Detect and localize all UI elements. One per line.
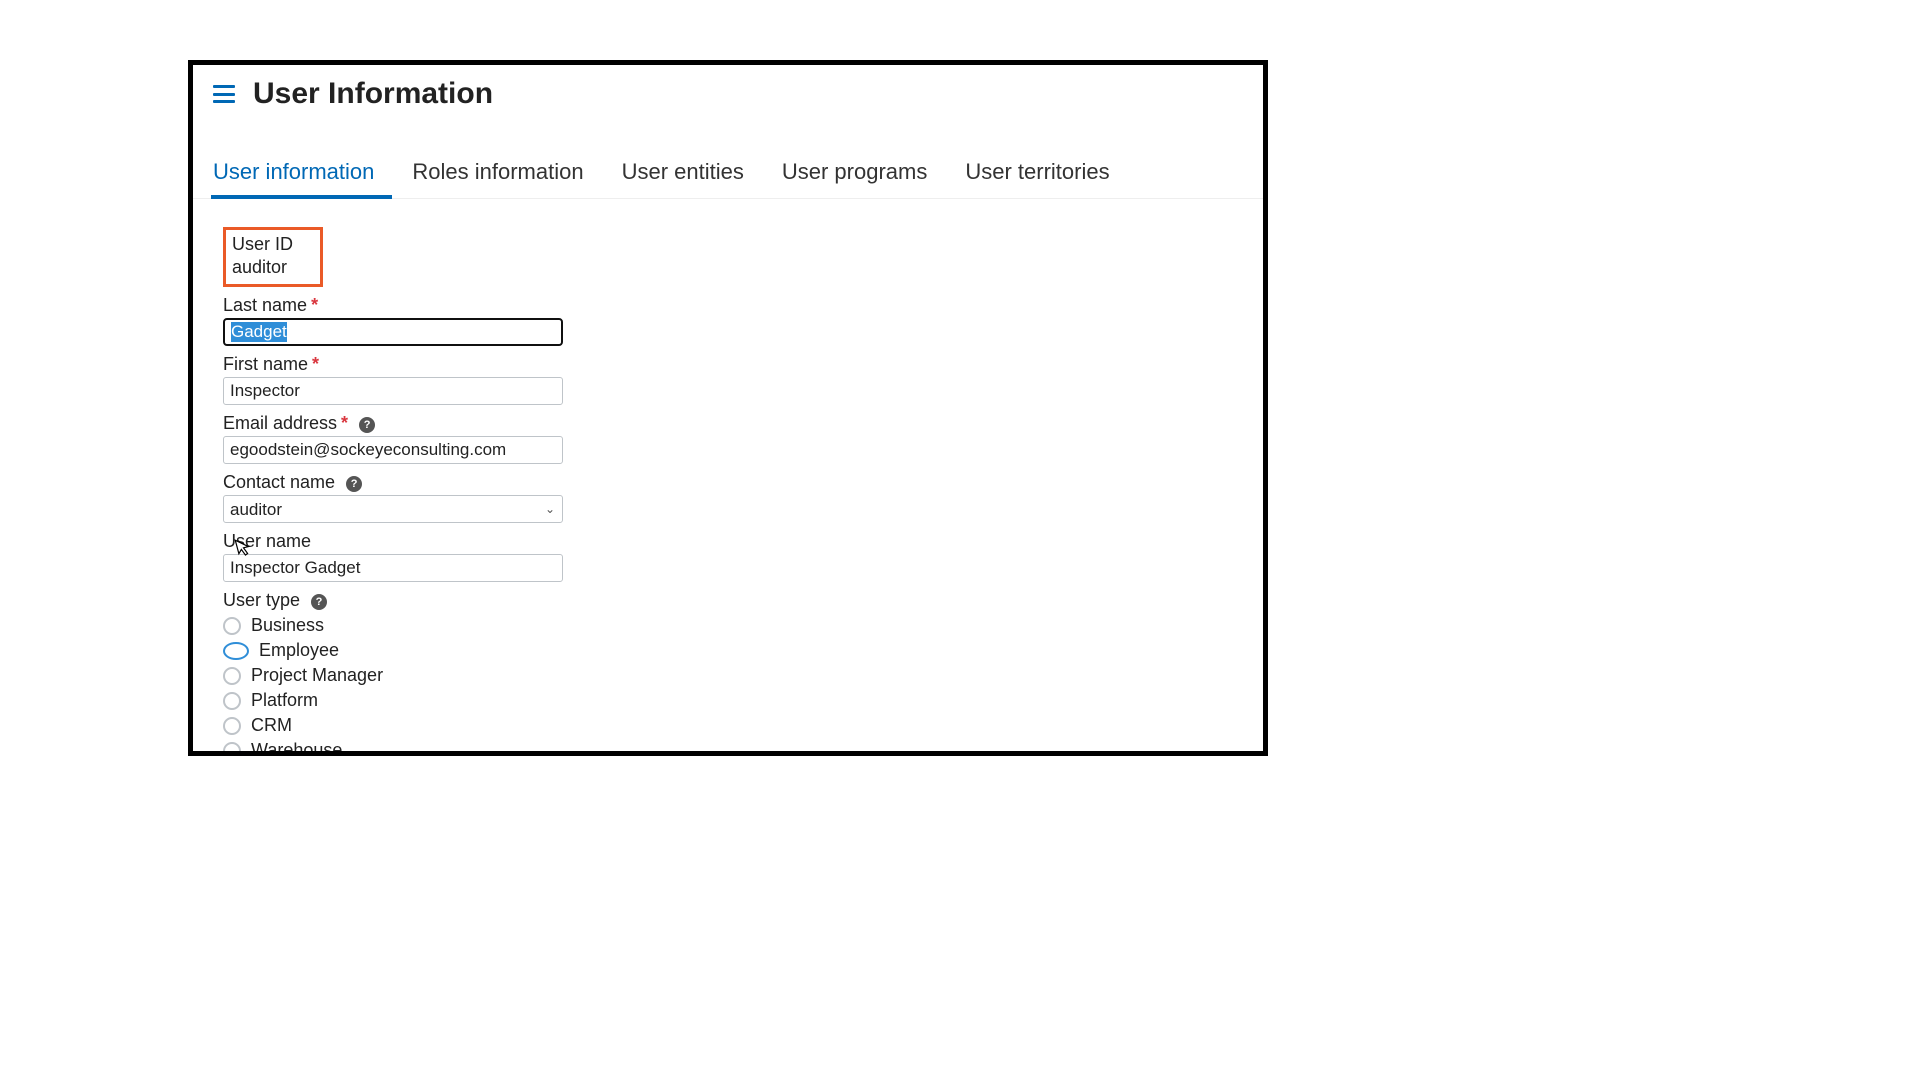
- help-icon[interactable]: ?: [359, 417, 375, 433]
- last-name-label: Last name*: [223, 295, 1233, 316]
- field-first-name: First name*: [223, 354, 1233, 405]
- radio-label: CRM: [251, 715, 292, 736]
- radio-label: Project Manager: [251, 665, 383, 686]
- email-label-text: Email address: [223, 413, 337, 433]
- user-type-radio-row[interactable]: Project Manager: [223, 665, 1233, 686]
- required-star: *: [341, 413, 348, 433]
- radio-button[interactable]: [223, 642, 249, 660]
- app-window: User Information User information Roles …: [188, 60, 1268, 756]
- required-star: *: [311, 295, 318, 315]
- first-name-label-text: First name: [223, 354, 308, 374]
- field-last-name: Last name*: [223, 295, 1233, 346]
- user-type-radio-row[interactable]: Platform: [223, 690, 1233, 711]
- radio-label: Warehouse: [251, 740, 342, 756]
- contact-name-select-wrap: auditor ⌄: [223, 495, 563, 523]
- user-type-radio-group: Business Employee Project Manager Platform C…: [223, 615, 1233, 756]
- help-icon[interactable]: ?: [311, 594, 327, 610]
- contact-name-label-text: Contact name: [223, 472, 335, 492]
- user-type-label: User type ?: [223, 590, 1233, 611]
- field-user-id: User ID auditor: [223, 227, 1233, 287]
- user-type-label-text: User type: [223, 590, 300, 610]
- radio-button[interactable]: [223, 617, 241, 635]
- required-star: *: [312, 354, 319, 374]
- tab-user-programs[interactable]: User programs: [780, 153, 945, 198]
- radio-button[interactable]: [223, 742, 241, 757]
- tabs: User information Roles information User …: [193, 153, 1263, 199]
- email-input[interactable]: [223, 436, 563, 464]
- last-name-input[interactable]: [223, 318, 563, 346]
- radio-label: Platform: [251, 690, 318, 711]
- page-title: User Information: [253, 77, 493, 111]
- contact-name-label: Contact name ?: [223, 472, 1233, 493]
- user-id-label: User ID: [232, 234, 308, 255]
- user-type-radio-row[interactable]: Business: [223, 615, 1233, 636]
- list-menu-icon[interactable]: [213, 85, 235, 103]
- user-name-label: User name: [223, 531, 1233, 552]
- form: User ID auditor Last name* First name* E…: [193, 199, 1263, 756]
- tab-user-territories[interactable]: User territories: [963, 153, 1127, 198]
- user-type-radio-row[interactable]: Employee: [223, 640, 1233, 661]
- user-name-input[interactable]: [223, 554, 563, 582]
- user-type-radio-row[interactable]: CRM: [223, 715, 1233, 736]
- email-label: Email address* ?: [223, 413, 1233, 434]
- help-icon[interactable]: ?: [346, 476, 362, 492]
- field-user-name: User name: [223, 531, 1233, 582]
- field-contact-name: Contact name ? auditor ⌄: [223, 472, 1233, 523]
- radio-button[interactable]: [223, 667, 241, 685]
- radio-button[interactable]: [223, 692, 241, 710]
- contact-name-select[interactable]: auditor: [223, 495, 563, 523]
- field-email: Email address* ?: [223, 413, 1233, 464]
- tab-user-entities[interactable]: User entities: [620, 153, 762, 198]
- first-name-input[interactable]: [223, 377, 563, 405]
- user-type-radio-row[interactable]: Warehouse: [223, 740, 1233, 756]
- radio-label: Business: [251, 615, 324, 636]
- tab-roles-information[interactable]: Roles information: [410, 153, 601, 198]
- first-name-label: First name*: [223, 354, 1233, 375]
- user-id-value: auditor: [232, 257, 287, 277]
- header: User Information: [193, 65, 1263, 129]
- radio-label: Employee: [259, 640, 339, 661]
- radio-button[interactable]: [223, 717, 241, 735]
- field-user-type: User type ? Business Employee Project Mana…: [223, 590, 1233, 756]
- last-name-label-text: Last name: [223, 295, 307, 315]
- user-id-highlight-box: User ID auditor: [223, 227, 323, 287]
- tab-user-information[interactable]: User information: [211, 153, 392, 199]
